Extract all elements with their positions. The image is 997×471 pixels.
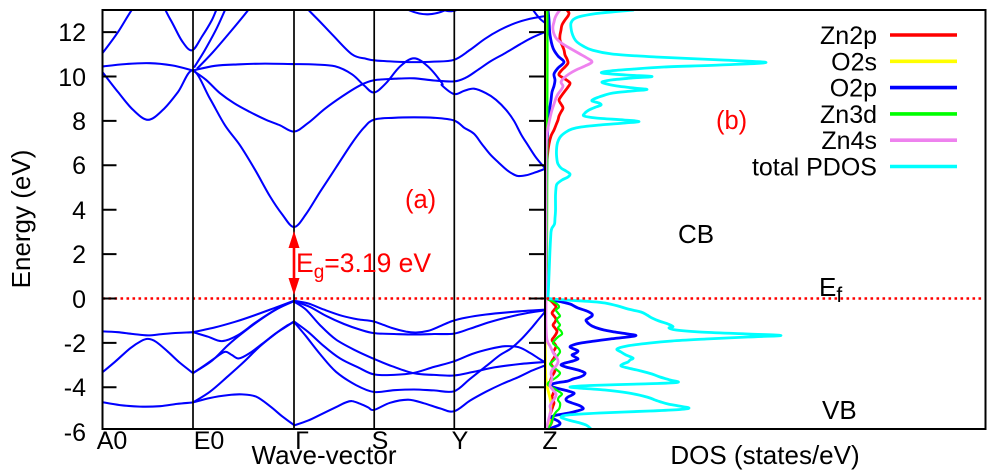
svg-text:CB: CB	[678, 219, 714, 249]
svg-text:Γ: Γ	[295, 427, 309, 455]
svg-text:2: 2	[72, 241, 86, 269]
svg-text:-4: -4	[64, 374, 86, 402]
svg-text:Wave-vector: Wave-vector	[252, 440, 397, 470]
svg-text:(a): (a)	[405, 186, 436, 214]
svg-text:A0: A0	[97, 427, 128, 455]
svg-text:Zn3d: Zn3d	[820, 101, 877, 129]
svg-text:DOS (states/eV): DOS (states/eV)	[670, 440, 859, 470]
svg-text:Zn2p: Zn2p	[820, 22, 877, 50]
svg-text:Eg=3.19 eV: Eg=3.19 eV	[296, 248, 431, 283]
svg-text:Energy (eV): Energy (eV)	[6, 150, 36, 289]
svg-text:10: 10	[58, 64, 86, 92]
svg-text:0: 0	[72, 286, 86, 314]
svg-text:VB: VB	[822, 395, 857, 425]
svg-text:Z: Z	[542, 427, 557, 455]
svg-text:Zn4s: Zn4s	[821, 127, 877, 155]
svg-text:4: 4	[72, 197, 86, 225]
svg-text:(b): (b)	[716, 107, 747, 135]
svg-text:-2: -2	[64, 330, 86, 358]
svg-text:-6: -6	[64, 419, 86, 447]
svg-text:total PDOS: total PDOS	[752, 154, 877, 182]
svg-text:S: S	[372, 427, 389, 455]
svg-text:O2p: O2p	[830, 75, 877, 103]
svg-text:E0: E0	[194, 427, 225, 455]
svg-text:8: 8	[72, 108, 86, 136]
svg-text:6: 6	[72, 152, 86, 180]
svg-text:12: 12	[58, 19, 86, 47]
svg-text:O2s: O2s	[831, 48, 877, 76]
svg-text:Y: Y	[452, 427, 469, 455]
